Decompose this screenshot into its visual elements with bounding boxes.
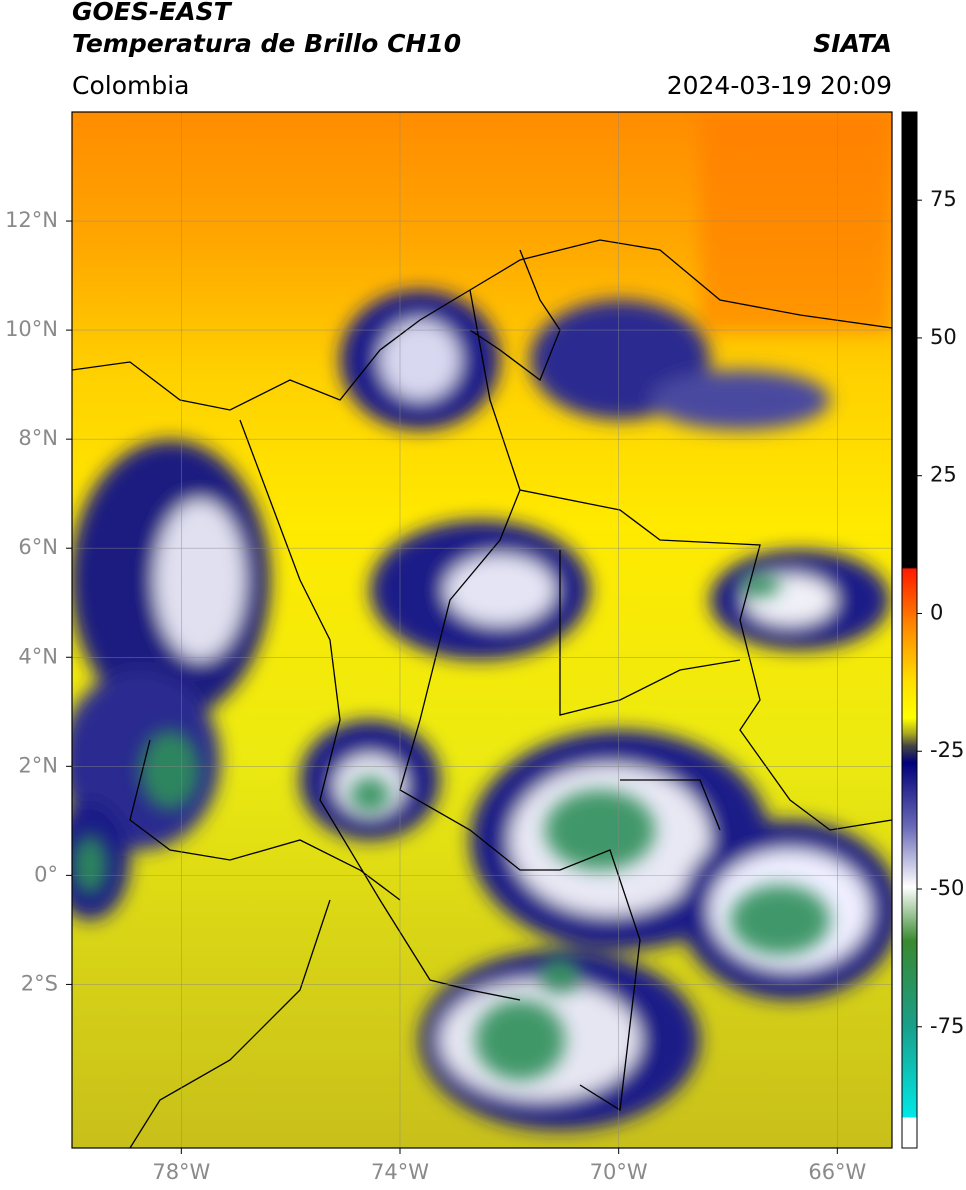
lat-tick-label: 2°S	[21, 971, 58, 995]
colorbar-tick-label: 50	[930, 325, 957, 349]
subtitle: Temperatura de Brillo CH10	[72, 29, 461, 58]
colorbar-tick-label: -50	[930, 876, 964, 900]
colorbar-tick-label: 25	[930, 463, 957, 487]
colorbar-tick-label: 0	[930, 600, 943, 624]
lat-tick-label: 2°N	[18, 753, 58, 777]
lat-tick-label: 0°	[34, 862, 58, 886]
lon-tick-label: 70°W	[590, 1160, 648, 1184]
lat-tick-label: 8°N	[18, 426, 58, 450]
lat-tick-label: 6°N	[18, 535, 58, 559]
title: GOES-EAST	[72, 0, 233, 26]
map-frame	[71, 111, 893, 1149]
colorbar	[901, 111, 918, 1149]
colorbar-tick-label: -25	[930, 738, 964, 762]
lon-tick-label: 78°W	[152, 1160, 210, 1184]
lat-tick-label: 12°N	[5, 208, 58, 232]
colorbar-tick-label: 75	[930, 187, 957, 211]
source: SIATA	[813, 29, 892, 58]
colorbar-tick-label: -75	[930, 1014, 964, 1038]
region: Colombia	[72, 71, 189, 100]
lon-tick-label: 66°W	[808, 1160, 866, 1184]
grid	[72, 112, 892, 1148]
lat-tick-label: 10°N	[5, 317, 58, 341]
lat-tick-label: 4°N	[18, 644, 58, 668]
datetime: 2024-03-19 20:09	[667, 71, 892, 100]
satellite-image	[72, 112, 892, 1148]
lon-tick-label: 74°W	[371, 1160, 429, 1184]
